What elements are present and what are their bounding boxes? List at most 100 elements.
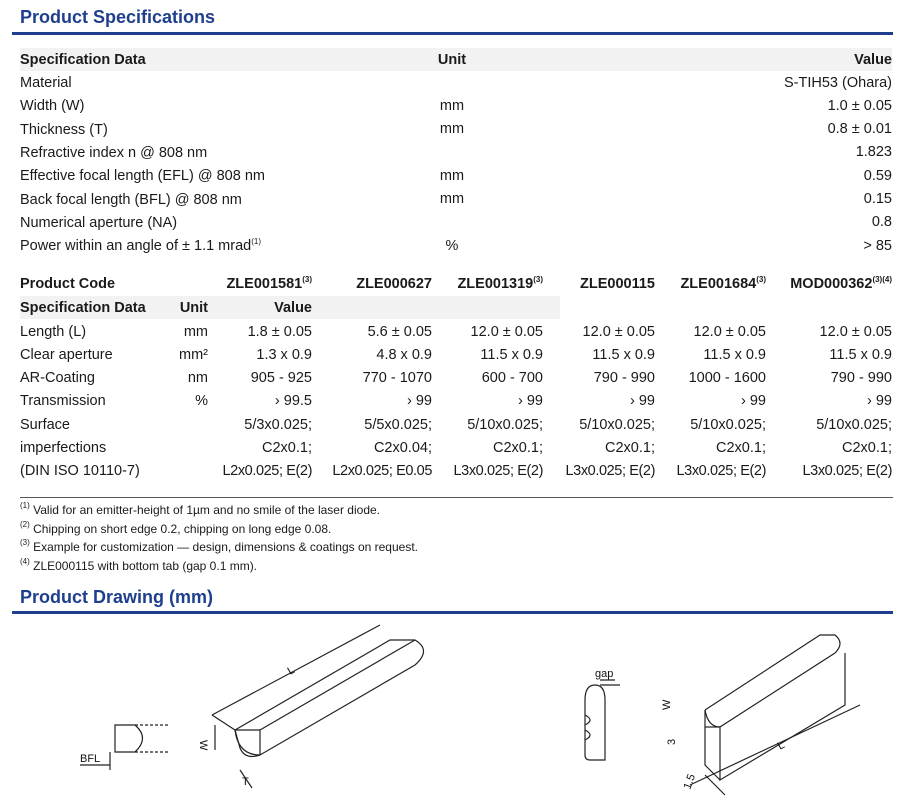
spec-row: Power within an angle of ± 1.1 mrad(1)% >… [20, 234, 892, 257]
spec-label-text: Refractive index n @ 808 nm [20, 144, 208, 161]
footnote-mark: (1) [20, 501, 30, 510]
spec-label: Material [20, 74, 392, 91]
footnote-text: Valid for an emitter-height of 1µm and n… [33, 503, 380, 517]
label-W2: W [661, 699, 673, 710]
product-cell: 11.5 x 0.9 [829, 346, 892, 363]
footnote-text: ZLE000115 with bottom tab (gap 0.1 mm). [33, 558, 258, 573]
product-cell: 905 - 925 [250, 370, 312, 387]
footnote: (3) Example for customization — design, … [20, 538, 418, 554]
product-cell: › 99 [518, 393, 543, 410]
product-cell: 790 - 990 [830, 370, 892, 387]
product-cell: 600 - 700 [481, 370, 543, 387]
product-code: MOD000362(3)(4) [766, 275, 892, 292]
spec-label: Refractive index n @ 808 nm [20, 144, 392, 161]
spec-header-cell: Specification Data [20, 51, 146, 68]
product-code-text: MOD000362 [790, 276, 873, 292]
product-row: Surface 5/3x0.025; 5/5x0.025; 5/10x0.025; 5/… [20, 413, 892, 436]
product-code: ZLE001319(3) [432, 275, 543, 292]
product-cell: 12.0 ± 0.05 [693, 323, 766, 340]
footnote-ref: (3)(4) [872, 275, 892, 284]
spec-unit: mm [439, 167, 465, 184]
product-cell: 790 - 990 [593, 370, 655, 387]
product-code: ZLE000627 [312, 275, 432, 292]
spec-row: Back focal length (BFL) @ 808 nm mm 0.15 [20, 188, 892, 211]
spec-unit: mm [439, 97, 465, 114]
spec-value: > 85 [863, 237, 892, 254]
product-cell: › 99.5 [274, 393, 312, 410]
product-cell: C2x0.1; [493, 440, 543, 456]
product-cell: 5/10x0.025; [690, 416, 766, 433]
spec-label-text: Width (W) [20, 98, 85, 115]
spec-row: Refractive index n @ 808 nm 1.823 [20, 141, 892, 164]
drawing-title: Product Drawing (mm) [20, 587, 214, 607]
product-cell: nm [187, 370, 208, 387]
spec-header-cell: Unit [437, 51, 467, 68]
product-cell: 11.5 x 0.9 [480, 346, 543, 363]
spec-label-text: Material [20, 75, 72, 91]
product-cell: 5/10x0.025; [467, 416, 543, 433]
drawing-bar-lens: L W T BFL [80, 624, 425, 789]
product-row: Length (L) mm 1.8 ± 0.05 5.6 ± 0.05 12.0 ± 0… [20, 320, 892, 343]
product-cell: 5/5x0.025; [364, 416, 432, 433]
product-code: ZLE000115 [543, 275, 655, 292]
label-1-5: 1.5 [682, 773, 699, 791]
product-cell: C2x0.04; [373, 440, 432, 456]
drawing-bar-tab: gap W 3 L 1.5 [584, 634, 861, 796]
footnote: (4) ZLE000115 with bottom tab (gap 0.1 m… [20, 557, 257, 573]
product-cell: L3x0.025; E(2) [802, 463, 892, 480]
product-code-row: Product Code ZLE001581(3) ZLE000627 ZLE0013… [20, 272, 892, 295]
spec-unit: mm [439, 191, 465, 207]
footnote-ref: (3) [302, 275, 312, 284]
footnote-ref: (3) [533, 275, 543, 284]
spec-value: 1.823 [855, 144, 892, 161]
product-cell: 11.5 x 0.9 [592, 346, 655, 363]
footnote-text: Example for customization — design, dime… [33, 540, 418, 554]
product-cell: 12.0 ± 0.05 [819, 323, 892, 340]
product-code-text: ZLE000627 [356, 276, 432, 292]
product-cell: C2x0.1; [605, 440, 655, 456]
product-code-text: ZLE000115 [580, 276, 655, 292]
product-cell: 770 - 1070 [362, 370, 432, 387]
product-cell: Clear aperture [20, 346, 113, 363]
footnote-mark: (4) [20, 556, 30, 566]
product-cell: C2x0.1; [262, 440, 312, 456]
product-cell: L3x0.025; E(2) [565, 463, 655, 480]
product-cell: 12.0 ± 0.05 [470, 323, 543, 340]
footnote: (2) Chipping on short edge 0.2, chipping… [20, 520, 331, 536]
product-code-label: Product Code [20, 275, 116, 292]
product-code: ZLE001581(3) [208, 275, 312, 292]
product-cell: C2x0.1; [716, 440, 766, 456]
spec-title: Product Specifications [20, 7, 216, 27]
label-3: 3 [666, 739, 678, 745]
spec-label: Thickness (T) [20, 121, 392, 138]
spec-value: 1.0 ± 0.05 [827, 97, 892, 114]
spec-label: Effective focal length (EFL) @ 808 nm [20, 167, 392, 184]
product-header-cell: Unit [179, 299, 208, 316]
label-W: W [197, 740, 209, 751]
drawing-rule [12, 611, 893, 614]
product-code-text: ZLE001581 [226, 276, 303, 292]
spec-row: Material S-TIH53 (Ohara) [20, 71, 892, 94]
product-cell: 5.6 ± 0.05 [367, 323, 432, 340]
product-cell: mm² [179, 346, 208, 363]
product-cell: imperfections [20, 440, 107, 456]
product-cell: 5/10x0.025; [816, 416, 892, 433]
spec-row: Numerical aperture (NA) 0.8 [20, 211, 892, 234]
spec-value: 0.15 [863, 191, 892, 207]
label-T: T [242, 776, 249, 788]
product-row: Transmission% › 99.5 › 99 › 99 › 99 › 99 › 99 [20, 390, 892, 413]
product-row: Clear aperture mm² 1.3 x 0.9 4.8 x 0.9 11.5 … [20, 343, 892, 366]
product-row: (DIN ISO 10110-7) L2x0.025; E(2) L2x0.025;… [20, 460, 892, 483]
spec-label: Numerical aperture (NA) [20, 214, 392, 231]
product-cell: › 99 [741, 393, 766, 410]
label-L: L [286, 664, 297, 677]
product-cell: Length (L) [20, 323, 87, 340]
spec-value: 0.8 [871, 214, 892, 231]
spec-label-text: Numerical aperture (NA) [20, 214, 178, 231]
spec-label-text: Effective focal length (EFL) @ 808 nm [20, 168, 265, 185]
product-cell: AR-Coating [20, 370, 95, 387]
spec-label: Back focal length (BFL) @ 808 nm [20, 191, 392, 208]
product-header-cell: Value [274, 299, 312, 316]
footnote: (1) Valid for an emitter-height of 1µm a… [20, 501, 380, 517]
product-code-text: ZLE001319 [457, 276, 534, 292]
